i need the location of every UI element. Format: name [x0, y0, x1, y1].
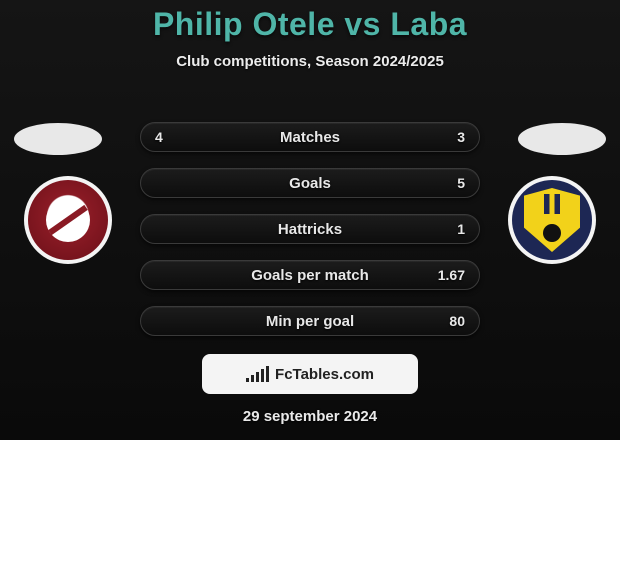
- club-crest-left-icon: [28, 180, 108, 260]
- fctables-logo[interactable]: FcTables.com: [202, 354, 418, 394]
- logo-text: FcTables.com: [275, 366, 374, 383]
- club-badge-left: [24, 176, 112, 264]
- stat-right-value: 3: [457, 129, 465, 145]
- footer-date: 29 september 2024: [0, 408, 620, 425]
- stats-rows: 4 Matches 3 Goals 5 Hattricks 1 Goals pe…: [140, 122, 480, 352]
- stat-row-goals: Goals 5: [140, 168, 480, 198]
- stat-left-value: 4: [155, 129, 163, 145]
- player-left-photo-oval: [14, 123, 102, 155]
- subtitle: Club competitions, Season 2024/2025: [0, 53, 620, 70]
- stat-label: Goals per match: [251, 267, 369, 284]
- comparison-card: Philip Otele vs Laba Club competitions, …: [0, 0, 620, 440]
- stat-label: Min per goal: [266, 313, 354, 330]
- stat-right-value: 1: [457, 221, 465, 237]
- stat-label: Goals: [289, 175, 331, 192]
- club-crest-right-icon: [512, 180, 592, 260]
- player-right-photo-oval: [518, 123, 606, 155]
- stat-label: Matches: [280, 129, 340, 146]
- stat-right-value: 1.67: [438, 267, 465, 283]
- stat-right-value: 80: [449, 313, 465, 329]
- bar-chart-icon: [246, 366, 269, 382]
- stat-row-goals-per-match: Goals per match 1.67: [140, 260, 480, 290]
- stat-label: Hattricks: [278, 221, 342, 238]
- stat-right-value: 5: [457, 175, 465, 191]
- stat-row-hattricks: Hattricks 1: [140, 214, 480, 244]
- page-title: Philip Otele vs Laba: [0, 6, 620, 43]
- club-badge-right: [508, 176, 596, 264]
- stat-row-min-per-goal: Min per goal 80: [140, 306, 480, 336]
- stat-row-matches: 4 Matches 3: [140, 122, 480, 152]
